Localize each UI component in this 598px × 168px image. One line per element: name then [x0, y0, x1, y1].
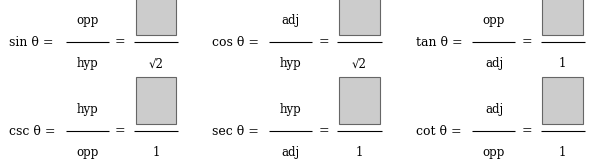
Text: 1: 1	[559, 146, 566, 159]
Text: sin θ =: sin θ =	[9, 35, 53, 49]
Text: adj: adj	[485, 57, 503, 70]
Text: 1: 1	[356, 146, 363, 159]
Text: =: =	[115, 124, 126, 138]
Text: adj: adj	[282, 146, 300, 159]
Text: √2: √2	[149, 57, 163, 70]
Text: =: =	[521, 35, 532, 49]
Text: hyp: hyp	[280, 103, 301, 116]
Text: opp: opp	[76, 14, 99, 27]
Text: csc θ =: csc θ =	[9, 124, 56, 138]
Text: √2: √2	[352, 57, 367, 70]
FancyBboxPatch shape	[542, 0, 583, 35]
Text: =: =	[115, 35, 126, 49]
Text: opp: opp	[483, 146, 505, 159]
FancyBboxPatch shape	[339, 0, 380, 35]
Text: cos θ =: cos θ =	[212, 35, 260, 49]
Text: sec θ =: sec θ =	[212, 124, 259, 138]
FancyBboxPatch shape	[136, 77, 176, 124]
Text: tan θ =: tan θ =	[416, 35, 462, 49]
Text: hyp: hyp	[280, 57, 301, 70]
FancyBboxPatch shape	[339, 77, 380, 124]
Text: =: =	[318, 124, 329, 138]
Text: =: =	[521, 124, 532, 138]
Text: hyp: hyp	[77, 103, 98, 116]
Text: 1: 1	[559, 57, 566, 70]
Text: adj: adj	[485, 103, 503, 116]
Text: =: =	[318, 35, 329, 49]
Text: hyp: hyp	[77, 57, 98, 70]
FancyBboxPatch shape	[136, 0, 176, 35]
Text: opp: opp	[483, 14, 505, 27]
Text: cot θ =: cot θ =	[416, 124, 461, 138]
Text: opp: opp	[76, 146, 99, 159]
Text: 1: 1	[152, 146, 160, 159]
Text: adj: adj	[282, 14, 300, 27]
FancyBboxPatch shape	[542, 77, 583, 124]
